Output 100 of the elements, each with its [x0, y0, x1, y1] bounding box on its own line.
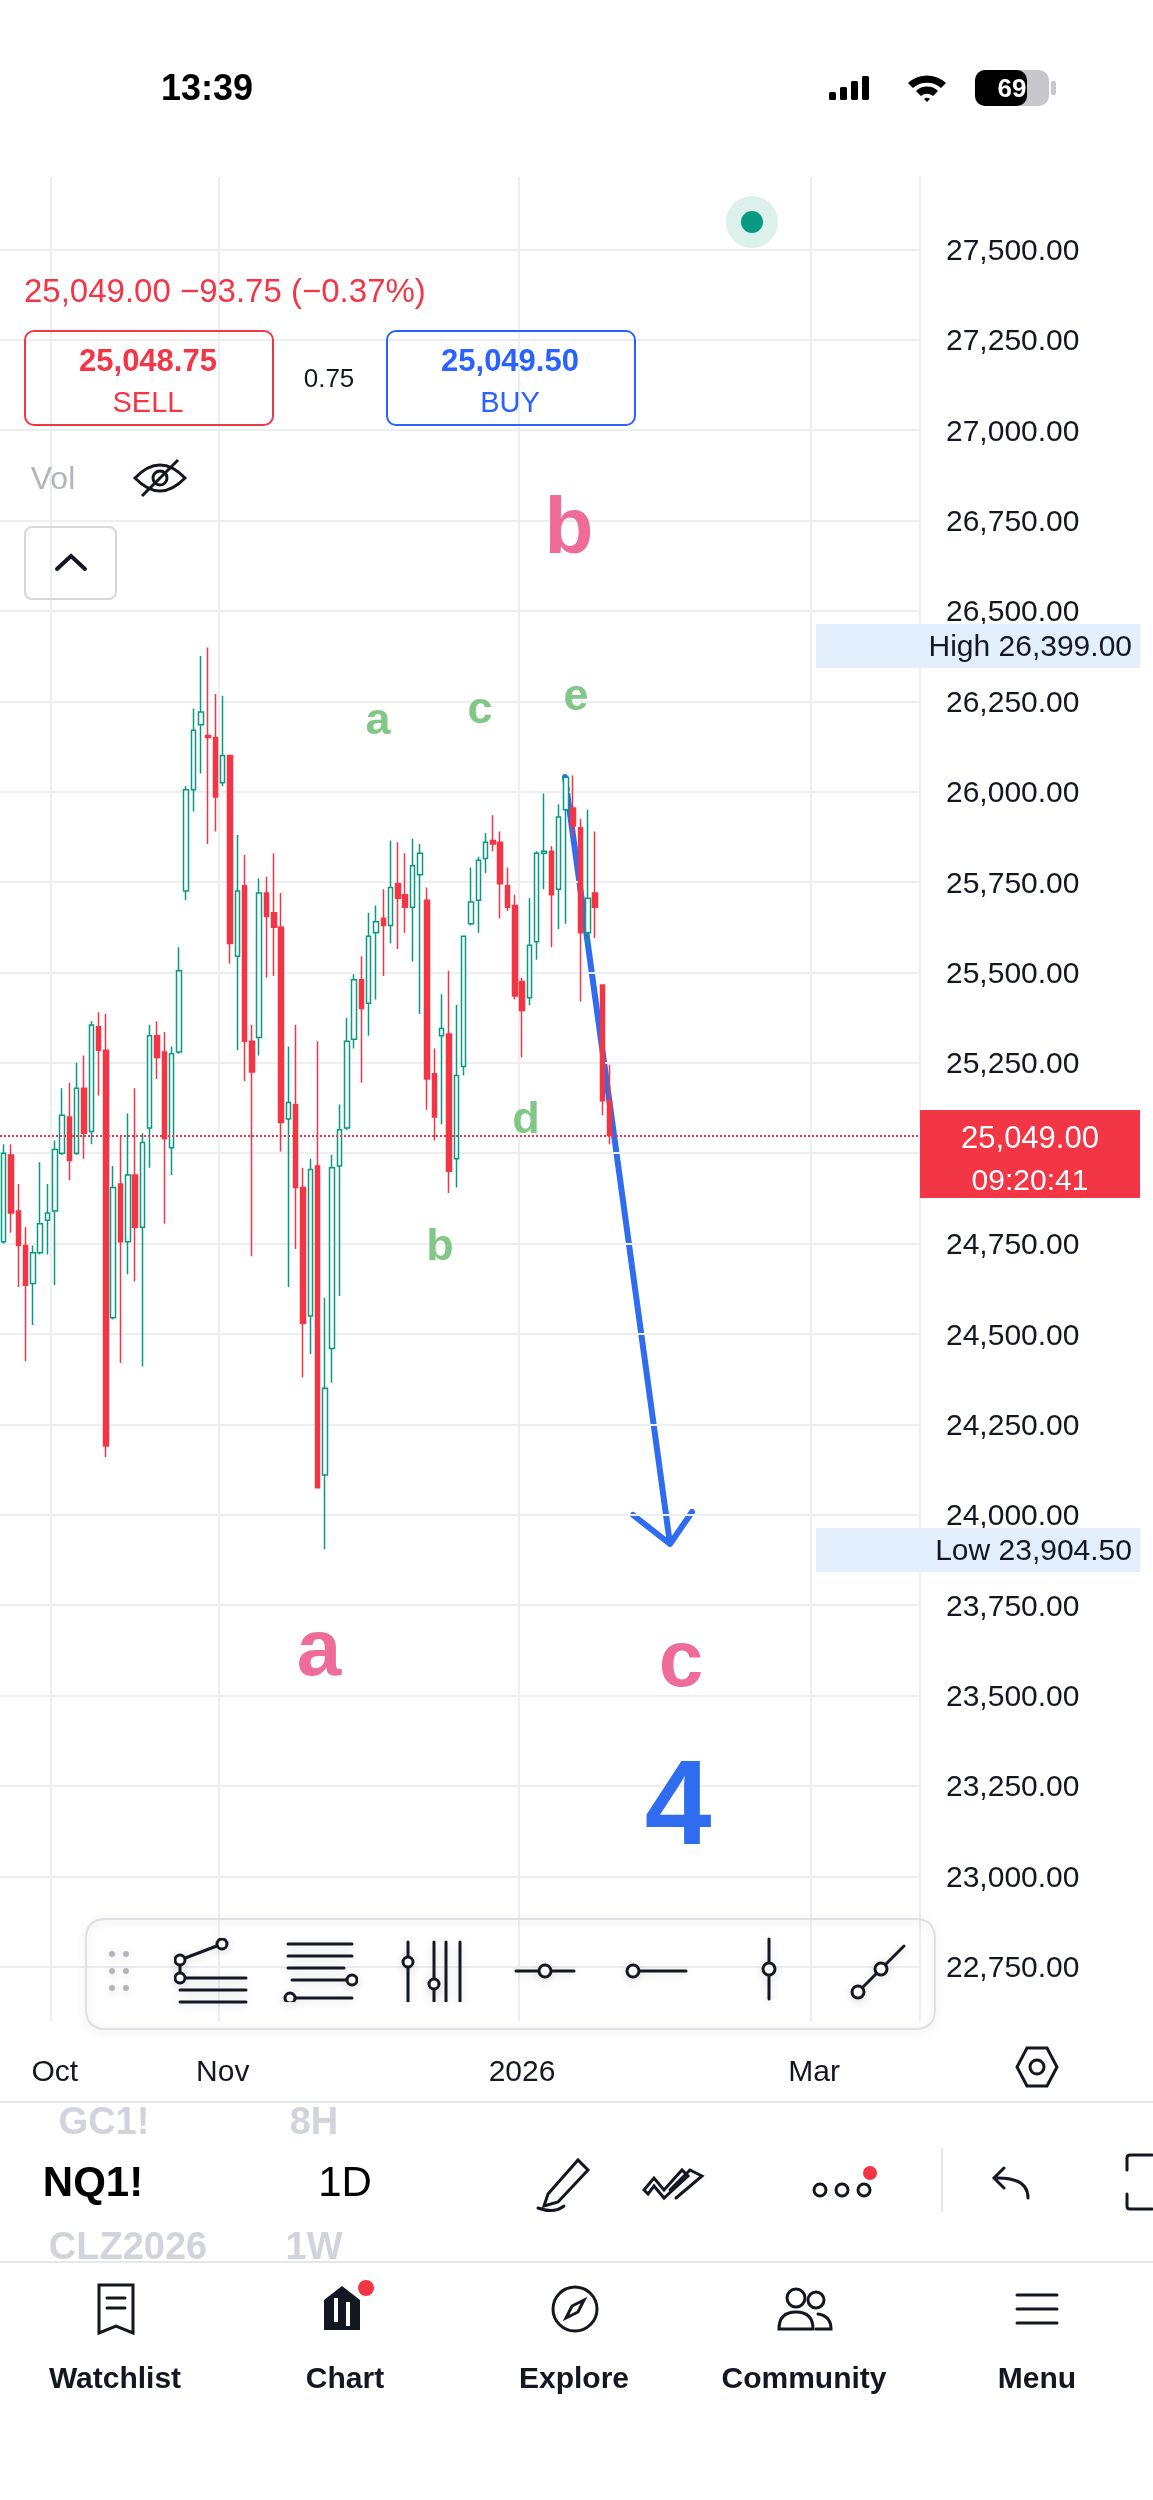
- x-tick-label: Oct: [31, 2053, 79, 2087]
- candlestick: [285, 1045, 292, 1288]
- text: Low 23,904.50: [935, 1533, 1132, 1566]
- candlestick: [336, 1103, 343, 1297]
- text: Menu: [997, 2361, 1077, 2394]
- y-tick-label: 24,250.00: [946, 1407, 1080, 1441]
- y-tick-label: 24,500.00: [946, 1317, 1080, 1351]
- annotation: c: [467, 681, 493, 733]
- candlestick: [307, 1157, 314, 1355]
- candlestick: [182, 785, 190, 901]
- candlestick: [73, 1062, 80, 1156]
- candlestick: [95, 1011, 102, 1097]
- text: 69: [997, 73, 1027, 103]
- candlestick: [44, 1183, 51, 1256]
- candlestick: [548, 845, 555, 948]
- y-tick-label: 27,500.00: [946, 232, 1080, 266]
- y-tick-label: 24,000.00: [946, 1498, 1080, 1532]
- candlestick: [109, 1165, 117, 1321]
- x-tick-label: Nov: [196, 2053, 250, 2087]
- candlestick: [234, 834, 241, 1051]
- text: Chart: [305, 2361, 385, 2394]
- candlestick: [504, 866, 511, 912]
- text: 13:39: [160, 67, 254, 108]
- annotation: d: [512, 1091, 540, 1143]
- candlestick: [591, 830, 599, 939]
- candlestick: [299, 1166, 307, 1379]
- candlestick: [365, 912, 372, 1037]
- candlestick: [350, 973, 358, 1050]
- text: NQ1!: [42, 2158, 144, 2205]
- y-tick-label: 23,500.00: [946, 1679, 1080, 1713]
- candlestick: [416, 843, 424, 1015]
- y-tick-label: 25,500.00: [946, 955, 1080, 989]
- candlestick: [88, 1020, 95, 1145]
- y-tick-label: 26,500.00: [946, 594, 1080, 628]
- y-tick-label: 26,750.00: [946, 503, 1080, 537]
- candlestick: [226, 754, 234, 965]
- annotation: b: [544, 481, 594, 570]
- candlestick: [438, 993, 445, 1126]
- candlestick: [204, 646, 212, 845]
- candlestick: [124, 1112, 132, 1276]
- candlestick: [526, 897, 533, 1006]
- text: Watchlist: [48, 2361, 182, 2394]
- text: 1D: [318, 2158, 372, 2205]
- candlestick: [0, 1143, 7, 1245]
- x-tick-label: Mar: [788, 2053, 840, 2087]
- y-tick-label: 22,750.00: [946, 1950, 1080, 1984]
- candlestick: [482, 832, 489, 874]
- y-tick-label: 26,250.00: [946, 684, 1080, 718]
- candlestick: [15, 1183, 22, 1288]
- candlestick: [423, 886, 431, 1111]
- y-tick-label: 25,750.00: [946, 865, 1080, 899]
- annotation: a: [296, 1603, 342, 1692]
- candlestick: [139, 1132, 146, 1368]
- candlestick: [328, 1154, 336, 1384]
- candlestick: [584, 809, 592, 948]
- candlestick: [569, 774, 577, 838]
- text: Explore: [518, 2361, 630, 2394]
- candlestick: [212, 693, 219, 833]
- candlestick: [153, 1020, 161, 1080]
- annotation: Vol: [30, 460, 76, 496]
- text: High 26,399.00: [928, 629, 1132, 662]
- y-tick-label: 27,250.00: [946, 323, 1080, 357]
- candlestick: [380, 888, 387, 977]
- ref-line-label: 25,049.00: [961, 1119, 1099, 1155]
- candlestick: [263, 875, 270, 979]
- annotation: 4: [644, 1735, 712, 1869]
- y-tick-label: 25,250.00: [946, 1046, 1080, 1080]
- candlestick: [540, 792, 548, 891]
- y-tick-label: 23,000.00: [946, 1859, 1080, 1893]
- candlestick: [599, 984, 606, 1117]
- annotation: 25,048.75: [79, 342, 217, 378]
- candlestick: [577, 818, 584, 1003]
- annotation: SELL: [112, 385, 184, 418]
- annotation: e: [563, 668, 589, 720]
- candlestick: [555, 803, 562, 930]
- candlestick: [7, 1143, 15, 1234]
- candlestick: [409, 837, 416, 963]
- candlestick: [562, 776, 570, 925]
- candlestick: [175, 946, 183, 1055]
- candlestick: [358, 955, 365, 1084]
- y-tick-label: 23,250.00: [946, 1769, 1080, 1803]
- annotation: 25,049.00 −93.75 (−0.37%): [24, 271, 426, 309]
- annotation: b: [426, 1218, 454, 1270]
- x-tick-label: 2026: [488, 2053, 556, 2087]
- candlestick: [241, 854, 248, 1082]
- candlestick: [146, 1024, 153, 1169]
- candlestick: [255, 877, 263, 1057]
- candlestick: [467, 866, 475, 927]
- candlestick: [321, 1297, 329, 1551]
- candlestick: [22, 1226, 29, 1362]
- candlestick: [533, 850, 540, 961]
- annotation: 0.75: [303, 363, 355, 393]
- annotation: c: [658, 1614, 704, 1703]
- candlestick: [168, 1045, 175, 1176]
- y-tick-label: 27,000.00: [946, 413, 1080, 447]
- candlestick: [219, 695, 226, 787]
- y-tick-label: 23,750.00: [946, 1588, 1080, 1622]
- candlestick: [372, 904, 380, 1001]
- text: 09:20:41: [971, 1163, 1089, 1196]
- annotation: BUY: [480, 385, 540, 418]
